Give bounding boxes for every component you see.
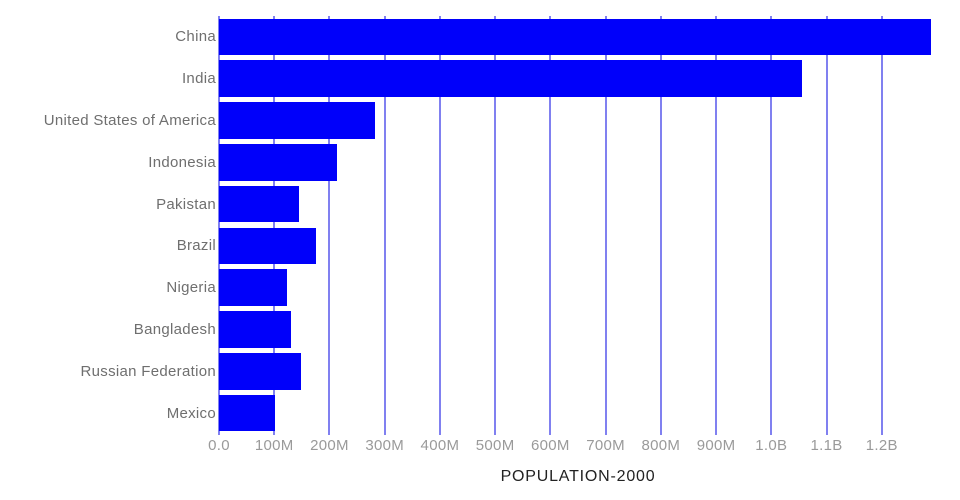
x-tick-label: 600M xyxy=(531,437,570,454)
category-label-china: China xyxy=(175,28,216,46)
category-label-nigeria: Nigeria xyxy=(166,279,216,297)
bar-brazil[interactable] xyxy=(219,227,317,265)
category-label-russian-federation: Russian Federation xyxy=(80,362,216,380)
bar-row xyxy=(219,392,937,434)
gridline xyxy=(383,16,386,435)
bar-indonesia[interactable] xyxy=(219,143,338,181)
gridline xyxy=(549,16,552,435)
category-label-mexico: Mexico xyxy=(166,404,216,422)
bar-row xyxy=(219,267,937,309)
gridline xyxy=(604,16,607,435)
bar-row xyxy=(219,225,937,267)
x-tick-label: 200M xyxy=(310,437,349,454)
gridline xyxy=(438,16,441,435)
bar-bangladesh[interactable] xyxy=(219,311,291,348)
x-tick-label: 0.0 xyxy=(208,437,230,454)
bar-row xyxy=(219,16,937,58)
bar-row xyxy=(219,141,937,183)
x-tick-label: 1.2B xyxy=(865,437,898,454)
x-tick-label: 800M xyxy=(641,437,681,454)
bar-row xyxy=(219,350,937,392)
bar-pakistan[interactable] xyxy=(219,185,299,223)
x-tick-label: 300M xyxy=(365,437,405,454)
gridline xyxy=(328,16,331,435)
gridline xyxy=(218,16,220,435)
bar-nigeria[interactable] xyxy=(219,269,288,307)
bar-russian-federation[interactable] xyxy=(219,352,302,390)
category-label-pakistan: Pakistan xyxy=(156,195,216,213)
bar-row xyxy=(219,309,937,351)
bar-row xyxy=(219,58,937,100)
gridline xyxy=(273,16,276,435)
bars-container xyxy=(219,16,937,434)
category-axis-labels: China India United States of America Indone… xyxy=(0,16,216,434)
bar-united-states-of-america[interactable] xyxy=(219,102,375,139)
value-axis-tick-labels: 0.0 100M 200M 300M 400M 500M 600M 700M 800M 900M 1… xyxy=(208,437,937,455)
gridline xyxy=(715,16,718,435)
gridline xyxy=(880,16,883,435)
x-tick-label: 400M xyxy=(420,437,460,454)
plot-area xyxy=(218,16,937,435)
gridline xyxy=(494,16,497,435)
category-label-bangladesh: Bangladesh xyxy=(133,320,216,338)
bar-row xyxy=(219,100,937,142)
bar-india[interactable] xyxy=(219,60,802,98)
bar-china[interactable] xyxy=(219,18,932,56)
x-tick-label: 1.1B xyxy=(810,437,843,454)
x-axis-title: POPULATION-2000 xyxy=(500,468,656,485)
bar-row xyxy=(219,183,937,225)
x-tick-label: 1.0B xyxy=(755,437,788,454)
category-label-united-states-of-america: United States of America xyxy=(43,111,216,129)
gridline xyxy=(770,16,773,435)
gridline xyxy=(825,16,828,435)
category-label-brazil: Brazil xyxy=(176,237,216,255)
x-tick-label: 500M xyxy=(475,437,515,454)
x-tick-label: 100M xyxy=(254,437,294,454)
category-label-india: India xyxy=(181,70,216,88)
category-label-indonesia: Indonesia xyxy=(148,153,216,171)
bar-mexico[interactable] xyxy=(219,394,276,432)
gridline xyxy=(659,16,662,435)
x-tick-label: 900M xyxy=(696,437,736,454)
x-tick-label: 700M xyxy=(586,437,625,454)
